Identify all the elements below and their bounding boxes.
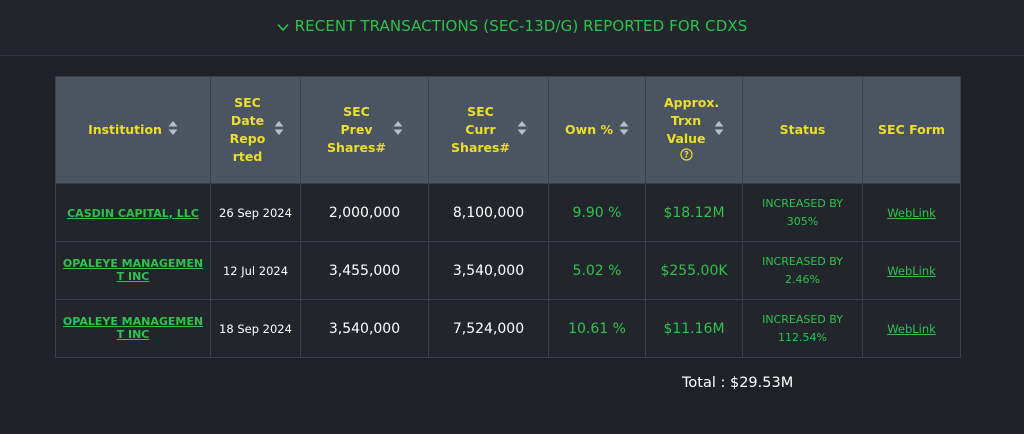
column-label: Approx. Trxn Value? (664, 94, 719, 166)
sec-form-link[interactable]: WebLink (887, 321, 936, 336)
cell-text: 2,000,000 (328, 204, 401, 221)
institution-link[interactable]: OPALEYE MANAGEMENT INC (62, 257, 204, 283)
sort-icon[interactable] (274, 120, 284, 136)
transactions-table: Institution SEC Date Reported SEC Prev Sha… (55, 76, 961, 358)
cell-text: 5.02 % (572, 262, 622, 279)
sort-control[interactable] (517, 120, 527, 141)
column-label: Own % (565, 122, 613, 137)
column-label: SEC Prev Shares# (327, 104, 386, 155)
sort-control[interactable] (714, 120, 724, 141)
institution-link[interactable]: OPALEYE MANAGEMENT INC (62, 315, 204, 341)
column-header: Status (742, 76, 863, 184)
help-icon[interactable]: ? (664, 148, 708, 166)
table-row: CASDIN CAPITAL, LLC 26 Sep 2024 2,000,000 8… (55, 183, 961, 242)
cell-text: 3,455,000 (328, 262, 401, 279)
sec-form-link[interactable]: WebLink (887, 205, 936, 220)
sort-control[interactable] (393, 120, 403, 141)
column-label: Status (779, 122, 826, 138)
sort-icon[interactable] (619, 120, 629, 136)
table-cell: 12 Jul 2024 (210, 241, 301, 300)
table-cell: $255.00K (645, 241, 743, 300)
sort-icon[interactable] (517, 120, 527, 136)
cell-text: $11.16M (663, 320, 725, 337)
status-text: INCREASED BY 112.54% (762, 312, 843, 344)
column-label: Institution (88, 122, 162, 137)
column-header[interactable]: Approx. Trxn Value? (645, 76, 743, 184)
table-row: OPALEYE MANAGEMENT INC 12 Jul 2024 3,455,0… (55, 241, 961, 300)
column-label: SEC Curr Shares# (451, 104, 510, 155)
column-header[interactable]: SEC Prev Shares# (300, 76, 429, 184)
column-header[interactable]: Institution (55, 76, 211, 184)
table-cell: INCREASED BY 2.46% (742, 241, 863, 300)
table-cell: 10.61 % (548, 299, 646, 358)
table-cell: 26 Sep 2024 (210, 183, 301, 242)
cell-text: 26 Sep 2024 (219, 205, 292, 220)
top-bar (0, 0, 1024, 56)
sort-control[interactable] (274, 120, 284, 141)
table-cell: $18.12M (645, 183, 743, 242)
table-cell: INCREASED BY 112.54% (742, 299, 863, 358)
table-cell: WebLink (862, 241, 961, 300)
table-cell: 2,000,000 (300, 183, 429, 242)
cell-text: 18 Sep 2024 (219, 321, 292, 336)
total: Total : $29.53M (682, 375, 794, 391)
institution-link[interactable]: CASDIN CAPITAL, LLC (67, 206, 199, 220)
table-body: CASDIN CAPITAL, LLC 26 Sep 2024 2,000,000 8… (55, 183, 961, 358)
table-cell: WebLink (862, 183, 961, 242)
table-cell: OPALEYE MANAGEMENT INC (55, 299, 211, 358)
chevron-icon (277, 23, 289, 32)
column-header[interactable]: Own % (548, 76, 646, 184)
cell-text: $255.00K (660, 262, 728, 279)
table-cell: 3,540,000 (300, 299, 429, 358)
cell-text: 3,540,000 (452, 262, 525, 279)
cell-text: 8,100,000 (452, 204, 525, 221)
table-cell: 9.90 % (548, 183, 646, 242)
table-cell: WebLink (862, 299, 961, 358)
sec-form-link[interactable]: WebLink (887, 263, 936, 278)
title-text: RECENT TRANSACTIONS (SEC-13D/G) REPORTED… (294, 17, 748, 35)
table-cell: 5.02 % (548, 241, 646, 300)
column-label: SEC Date Reported (229, 95, 266, 164)
table-cell: $11.16M (645, 299, 743, 358)
table-cell: 3,540,000 (428, 241, 549, 300)
column-header[interactable]: SEC Curr Shares# (428, 76, 549, 184)
cell-text: $18.12M (663, 204, 725, 221)
table-cell: OPALEYE MANAGEMENT INC (55, 241, 211, 300)
sort-control[interactable] (619, 120, 629, 141)
table-cell: 18 Sep 2024 (210, 299, 301, 358)
cell-text: 10.61 % (568, 320, 626, 337)
table-cell: CASDIN CAPITAL, LLC (55, 183, 211, 242)
cell-text: 3,540,000 (328, 320, 401, 337)
cell-text: 7,524,000 (452, 320, 525, 337)
sort-icon[interactable] (714, 120, 724, 136)
sort-control[interactable] (168, 120, 178, 141)
column-header[interactable]: SEC Date Reported (210, 76, 301, 184)
column-label: SEC Form (878, 122, 945, 138)
sort-icon[interactable] (168, 120, 178, 136)
sort-icon[interactable] (393, 120, 403, 136)
status-text: INCREASED BY 305% (762, 196, 843, 228)
section-title[interactable]: RECENT TRANSACTIONS (SEC-13D/G) REPORTED… (0, 17, 1024, 35)
table-cell: INCREASED BY 305% (742, 183, 863, 242)
column-header: SEC Form (862, 76, 961, 184)
svg-text:?: ? (684, 151, 689, 161)
status-text: INCREASED BY 2.46% (762, 254, 843, 286)
header-row: Institution SEC Date Reported SEC Prev Sha… (55, 76, 961, 184)
cell-text: 9.90 % (572, 204, 622, 221)
table-cell: 7,524,000 (428, 299, 549, 358)
table-cell: 8,100,000 (428, 183, 549, 242)
table-row: OPALEYE MANAGEMENT INC 18 Sep 2024 3,540,0… (55, 299, 961, 358)
cell-text: 12 Jul 2024 (222, 263, 289, 278)
table-cell: 3,455,000 (300, 241, 429, 300)
